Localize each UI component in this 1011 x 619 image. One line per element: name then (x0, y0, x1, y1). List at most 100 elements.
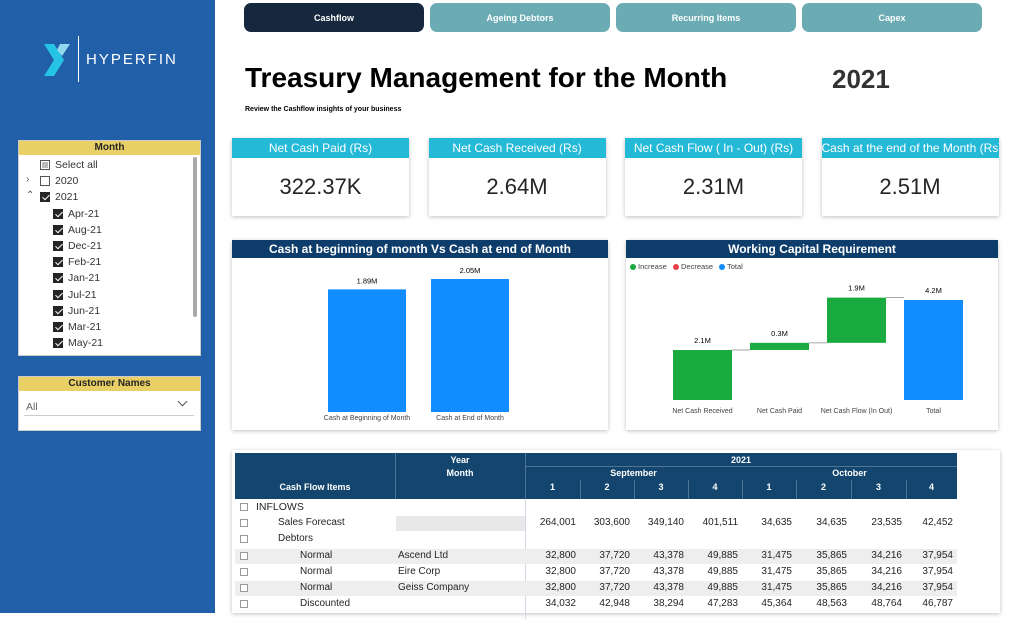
cell: 32,800 (545, 565, 576, 577)
chart-title: Cash at beginning of month Vs Cash at en… (232, 240, 608, 258)
cell: 23,535 (871, 517, 902, 529)
kpi-value: 2.64M (486, 174, 548, 199)
cell: 37,720 (599, 582, 630, 593)
slicer-item[interactable]: Jul-21 (68, 288, 97, 301)
slicer-item[interactable]: Aug-21 (68, 223, 102, 236)
checkbox[interactable] (53, 305, 63, 316)
cell: 34,635 (816, 517, 847, 529)
checkbox[interactable] (53, 322, 63, 332)
slicer-item[interactable]: Apr-21 (68, 207, 100, 220)
header-line (906, 480, 907, 499)
tab[interactable]: Cashflow (244, 3, 424, 32)
col-header: September (610, 468, 657, 478)
chart-card: Cash at beginning of month Vs Cash at en… (232, 240, 608, 430)
tab[interactable]: Capex (802, 3, 982, 32)
cell: 42,452 (922, 517, 953, 529)
col-header: Year (450, 455, 470, 465)
slicer-item[interactable]: Feb-21 (68, 256, 102, 269)
slicer-item[interactable]: 2020 (55, 175, 79, 188)
cell: 31,475 (761, 549, 792, 561)
row-label: Normal (300, 549, 333, 561)
data-label: 4.2M (925, 286, 942, 295)
tab[interactable]: Recurring Items (616, 3, 796, 32)
checkbox[interactable] (53, 289, 63, 300)
checkbox[interactable] (53, 208, 63, 219)
slicer-item[interactable]: May-21 (68, 337, 104, 350)
cell: 43,378 (653, 549, 684, 561)
checkbox[interactable] (53, 273, 63, 284)
col-header: Month (446, 468, 474, 478)
kpi-card: Cash at the end of the Month (Rs) 2.51M (821, 138, 999, 216)
legend-label: Increase (638, 262, 667, 271)
checkbox[interactable] (53, 224, 63, 235)
col-header: 2 (604, 482, 610, 492)
slicer-item[interactable]: 2021 (55, 191, 79, 204)
data-label: 1.9M (848, 284, 865, 293)
row-toggle (240, 535, 248, 544)
legend-dot (719, 264, 725, 270)
kpi-card: Net Cash Flow ( In - Out) (Rs) 2.31M (625, 138, 802, 216)
page-subtitle: Review the Cashflow insights of your bus… (245, 106, 402, 113)
checkbox[interactable] (40, 176, 50, 187)
checkbox[interactable] (53, 257, 63, 268)
cell: 35,865 (816, 565, 847, 577)
row-label: Discounted (300, 598, 351, 610)
x-tick-label: Cash at Beginning of Month (323, 415, 411, 422)
cell: 34,635 (761, 517, 792, 529)
checkbox[interactable] (40, 160, 50, 170)
slicer-item[interactable]: Mar-21 (68, 321, 102, 333)
chart-title: Working Capital Requirement (626, 240, 998, 258)
cell: 34,032 (545, 598, 576, 610)
slicer-item[interactable]: Select all (55, 159, 98, 171)
cell: 37,954 (922, 565, 953, 577)
kpi-value: 2.31M (682, 174, 745, 199)
legend-dot (673, 264, 679, 270)
slicer-item[interactable]: Jun-21 (68, 304, 101, 317)
row-toggle (240, 503, 248, 511)
row-band (235, 548, 957, 564)
cell: 32,800 (545, 549, 576, 561)
x-tick-label: Net Cash Received (672, 408, 733, 415)
dropdown-arrow[interactable] (177, 396, 188, 407)
cell: 49,885 (707, 582, 738, 593)
cell: 35,865 (816, 549, 847, 561)
kpi-value: 2.51M (879, 174, 941, 199)
expand-toggle[interactable]: › (26, 174, 30, 186)
header-bg (235, 453, 957, 499)
tab[interactable]: Ageing Debtors (430, 3, 610, 32)
header-line (580, 480, 581, 499)
bar (904, 300, 963, 400)
x-tick-label: Total (926, 408, 941, 415)
cell: 43,378 (653, 582, 684, 593)
cell: 49,885 (707, 565, 738, 577)
header-line (525, 466, 957, 467)
row-toggle (240, 584, 248, 592)
col-header: 3 (658, 482, 664, 492)
cell: 31,475 (761, 582, 792, 593)
cell: 34,216 (871, 565, 902, 577)
slicer-item[interactable]: Jan-21 (68, 272, 101, 285)
expand-toggle[interactable]: ⌃ (26, 190, 35, 202)
kpi-value: 322.37K (279, 174, 362, 199)
cell: 47,283 (707, 598, 738, 610)
row-toggle (240, 600, 248, 609)
dropdown-value[interactable]: All (26, 401, 38, 413)
row-label: Sales Forecast (278, 517, 345, 529)
cell: 37,720 (599, 549, 630, 561)
bar (673, 350, 732, 400)
cell-band (396, 516, 525, 532)
row-label: Normal (300, 565, 333, 577)
cell: 349,140 (647, 517, 684, 529)
header-line (742, 480, 743, 499)
cell: 37,720 (599, 565, 630, 577)
checkbox[interactable] (53, 241, 63, 251)
checkbox[interactable] (53, 338, 63, 349)
cell: 48,563 (816, 598, 847, 610)
col-header: 2021 (730, 455, 752, 465)
bar (328, 289, 406, 412)
slicer-item[interactable]: Dec-21 (68, 240, 102, 252)
month-slicer: Month Select all › 2020 ⌃ 2021 Apr-21 Aug-21 Dec… (18, 140, 201, 356)
col-header: 1 (549, 482, 555, 492)
checkbox[interactable] (40, 192, 50, 203)
